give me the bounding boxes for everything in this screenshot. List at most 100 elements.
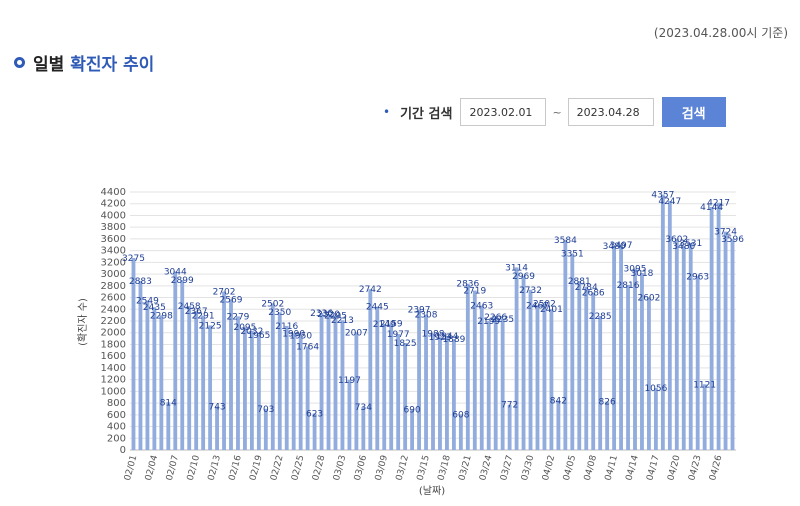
bar-02-17 [243, 327, 247, 450]
bar-02-11 [201, 315, 206, 450]
bar-04-02 [549, 309, 554, 450]
bar-04-21 [681, 245, 686, 450]
bar-04-22 [688, 242, 693, 450]
bars-layer [131, 194, 735, 450]
bar-04-14 [633, 268, 637, 450]
bar-03-04 [347, 379, 352, 450]
y-tick-label: 3200 [101, 257, 126, 268]
x-tick-label: 02/16 [227, 454, 243, 482]
x-tick-label: 03/24 [478, 454, 494, 482]
bar-02-07 [173, 271, 178, 450]
x-tick-label: 02/28 [311, 454, 327, 482]
data-label: 2881 [568, 277, 591, 287]
data-label: 3114 [505, 263, 528, 273]
x-tick-label: 02/04 [144, 454, 160, 482]
bar-02-15 [229, 299, 233, 450]
bar-04-09 [598, 316, 603, 450]
bar-04-18 [660, 194, 665, 450]
data-label: 3351 [561, 250, 584, 260]
bar-03-20 [458, 414, 463, 450]
bar-03-19 [451, 339, 456, 450]
bar-03-24 [486, 321, 491, 450]
data-label: 3095 [624, 265, 647, 275]
end-date-input[interactable] [567, 98, 654, 126]
data-label: 1923 [429, 333, 452, 343]
bar-03-14 [417, 309, 421, 450]
data-label: 2159 [380, 319, 403, 329]
bar-02-24 [291, 333, 296, 450]
data-label: 2213 [331, 316, 354, 326]
x-tick-label: 03/09 [374, 454, 390, 482]
bar-03-08 [375, 306, 380, 450]
search-button[interactable]: 검색 [661, 97, 726, 127]
data-label: 1965 [247, 331, 270, 341]
x-tick-label: 04/02 [541, 454, 557, 482]
x-tick-label: 02/01 [123, 454, 139, 482]
bar-02-25 [298, 335, 303, 450]
bar-03-10 [389, 323, 394, 450]
bar-03-01 [326, 313, 331, 450]
data-label: 2308 [415, 311, 438, 321]
bar-02-22 [277, 312, 282, 450]
y-tick-label: 1400 [101, 363, 126, 374]
data-label: 2784 [575, 283, 598, 293]
x-tick-label: 03/30 [520, 454, 536, 482]
start-date-input[interactable] [460, 98, 547, 126]
bar-02-12 [208, 325, 213, 450]
y-tick-label: 1200 [101, 375, 126, 386]
bar-04-25 [709, 207, 714, 450]
bar-03-11 [396, 334, 401, 450]
data-label: 3044 [164, 268, 187, 278]
data-label: 2149 [373, 320, 396, 330]
bar-04-13 [626, 284, 630, 450]
data-label: 3497 [610, 241, 633, 251]
x-tick-label: 04/23 [687, 454, 703, 482]
x-tick-label: 03/27 [499, 454, 515, 482]
x-tick-label: 04/20 [666, 454, 682, 482]
data-labels-layer: 3275288325492435229881430442899245823672… [122, 191, 744, 421]
data-label: 4247 [658, 197, 681, 207]
bar-04-24 [702, 384, 707, 450]
bar-04-17 [653, 388, 658, 450]
bar-02-14 [222, 291, 226, 450]
bar-03-25 [493, 317, 498, 450]
y-tick-label: 2800 [101, 281, 126, 292]
data-label: 703 [257, 405, 274, 415]
y-tick-label: 800 [107, 398, 126, 409]
bar-03-13 [410, 409, 415, 450]
y-tick-label: 3800 [101, 222, 126, 233]
bar-03-23 [479, 305, 484, 450]
data-label: 2007 [345, 328, 368, 338]
y-tick-label: 200 [107, 433, 126, 444]
section-title: 일별 확진자 추이 [14, 50, 154, 75]
data-label: 3596 [721, 235, 744, 245]
bar-04-11 [612, 245, 617, 450]
bar-03-03 [340, 320, 345, 450]
data-label: 2291 [192, 312, 215, 322]
bar-02-10 [194, 311, 199, 450]
y-tick-label: 4400 [101, 187, 126, 198]
bar-04-20 [674, 238, 679, 450]
x-tick-label: 03/15 [416, 454, 432, 482]
data-label: 2458 [178, 302, 201, 312]
data-label: 4144 [700, 203, 723, 213]
data-label: 3584 [554, 236, 577, 246]
data-label: 3018 [631, 269, 654, 279]
bar-04-15 [640, 273, 644, 450]
data-label: 1889 [442, 335, 465, 345]
bar-03-07 [368, 289, 373, 450]
data-label: 2602 [637, 293, 660, 303]
data-label: 2367 [185, 307, 208, 317]
title-accent: 확진자 추이 [70, 55, 155, 75]
bar-04-16 [647, 297, 651, 450]
data-label: 2569 [220, 295, 243, 305]
x-tick-label: 02/19 [248, 454, 264, 482]
bar-02-09 [187, 305, 192, 450]
y-tick-label: 4200 [101, 199, 126, 210]
x-tick-label: 03/12 [395, 454, 411, 482]
bar-02-01 [131, 257, 136, 450]
title-prefix: 일별 [33, 55, 65, 75]
y-tick-label: 3000 [101, 269, 126, 280]
bar-04-05 [570, 253, 575, 450]
data-label: 2702 [213, 288, 236, 298]
